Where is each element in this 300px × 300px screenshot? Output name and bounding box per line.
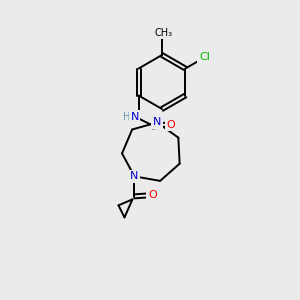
Text: O: O	[148, 190, 157, 200]
Text: CH₃: CH₃	[155, 28, 173, 38]
Text: N: N	[153, 118, 161, 128]
Text: H: H	[123, 112, 130, 122]
Text: Cl: Cl	[199, 52, 210, 62]
Text: O: O	[166, 119, 175, 130]
Text: N: N	[130, 171, 139, 182]
Text: N: N	[130, 112, 139, 122]
